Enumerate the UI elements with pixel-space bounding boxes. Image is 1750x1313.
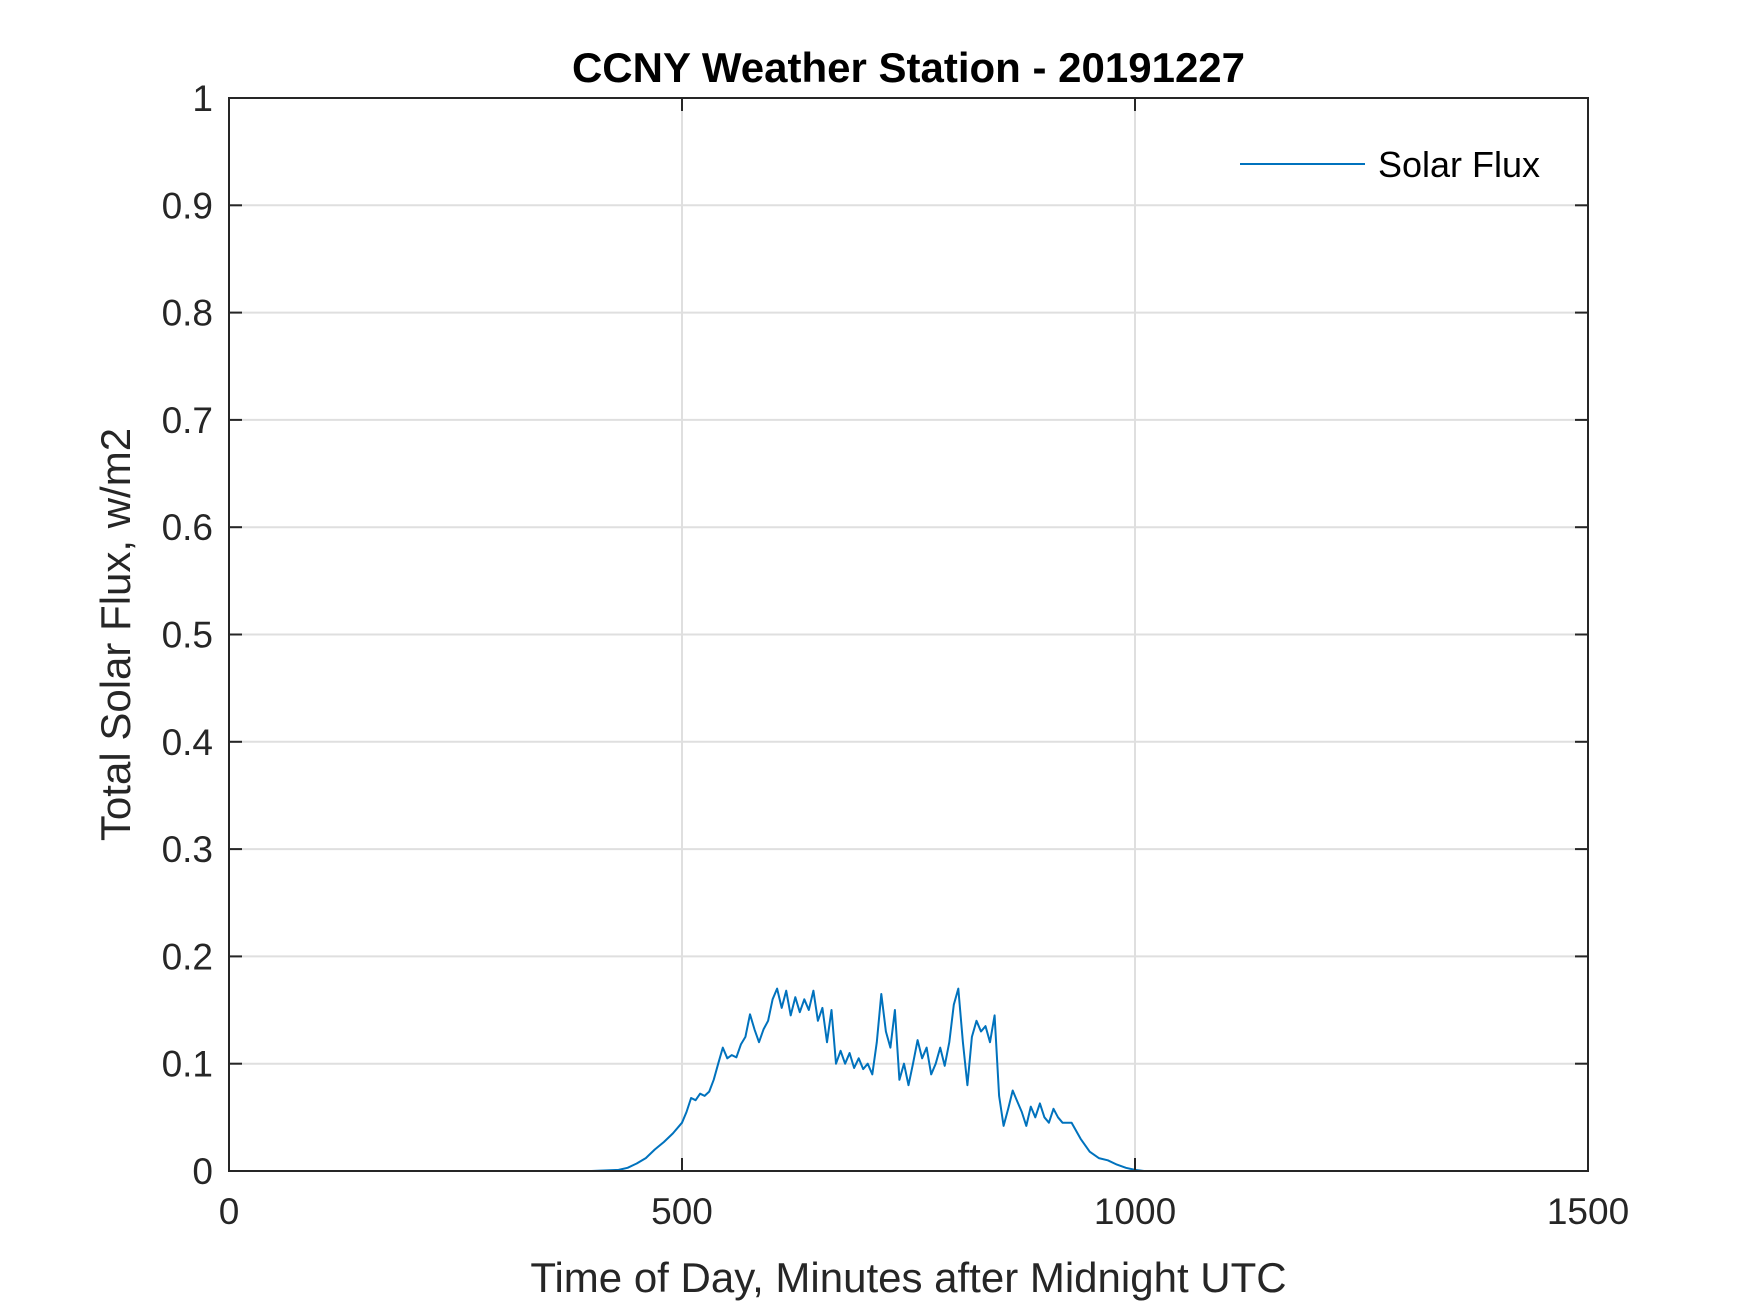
- y-tick-label: 0.7: [162, 400, 213, 441]
- x-tick-label: 1500: [1547, 1191, 1629, 1232]
- legend-label-solar-flux: Solar Flux: [1378, 144, 1540, 185]
- y-tick-label: 0.5: [162, 615, 213, 656]
- legend: Solar Flux: [1240, 144, 1540, 185]
- tick-labels: 0 500 1000 1500 0 0.1 0.2 0.3 0.4 0.5 0.6 0.7 0.8 0.9…: [162, 78, 1630, 1232]
- y-axis-label: Total Solar Flux, w/m2: [92, 428, 139, 841]
- y-tick-label: 0: [192, 1151, 213, 1192]
- ticks: [228, 97, 1589, 1172]
- x-tick-label: 500: [651, 1191, 713, 1232]
- y-tick-label: 0.8: [162, 293, 213, 334]
- y-tick-label: 0.1: [162, 1044, 213, 1085]
- y-tick-label: 1: [192, 78, 213, 119]
- series-layer: [229, 987, 1534, 1172]
- x-axis-label: Time of Day, Minutes after Midnight UTC: [530, 1254, 1286, 1301]
- chart-title: CCNY Weather Station - 20191227: [572, 44, 1245, 91]
- x-tick-label: 1000: [1094, 1191, 1176, 1232]
- series-line-solar-flux: [229, 987, 1534, 1172]
- y-tick-label: 0.3: [162, 829, 213, 870]
- grid: [229, 98, 1588, 1171]
- y-tick-label: 0.4: [162, 722, 213, 763]
- y-tick-label: 0.2: [162, 936, 213, 977]
- y-tick-label: 0.6: [162, 507, 213, 548]
- y-tick-label: 0.9: [162, 185, 213, 226]
- x-tick-label: 0: [219, 1191, 240, 1232]
